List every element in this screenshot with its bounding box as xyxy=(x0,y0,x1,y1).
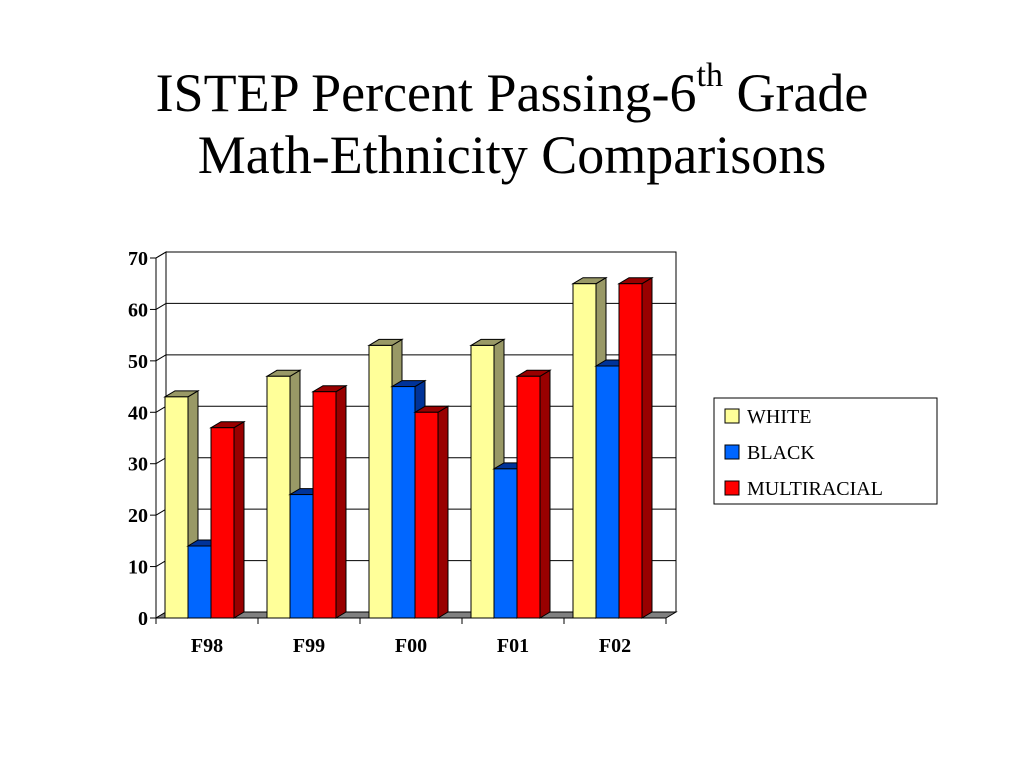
legend-swatch xyxy=(724,480,740,496)
bar-multiracial xyxy=(209,420,246,619)
bar-front-face xyxy=(289,494,314,619)
legend-label: MULTIRACIAL xyxy=(747,478,883,500)
chart-title-line-1: ISTEP Percent Passing-6th Grade xyxy=(0,59,1024,124)
y-tick-label: 60 xyxy=(128,299,148,321)
bar-front-face xyxy=(164,396,189,619)
chart-title: ISTEP Percent Passing-6th Grade Math-Eth… xyxy=(0,59,1024,186)
bar-front-face xyxy=(266,375,291,619)
bar-front-face xyxy=(391,386,416,619)
legend: WHITE BLACK MULTIRACIAL xyxy=(713,397,938,505)
bar-front-face xyxy=(595,365,620,619)
x-tick-label: F00 xyxy=(395,635,427,657)
title-main-text: ISTEP Percent Passing-6 xyxy=(155,63,697,123)
gridline-side xyxy=(155,560,167,568)
y-tick-label: 30 xyxy=(128,454,148,476)
title-grade-text: Grade xyxy=(722,63,869,123)
bar-side-face xyxy=(335,384,347,619)
bar-front-face xyxy=(493,468,518,619)
y-tick-label: 10 xyxy=(128,557,148,579)
bar-multiracial xyxy=(515,369,552,619)
y-tick-label: 50 xyxy=(128,351,148,373)
bar-multiracial xyxy=(311,384,348,619)
legend-label: WHITE xyxy=(747,406,811,428)
bar-front-face xyxy=(368,344,393,619)
gridline-side xyxy=(155,354,167,362)
bar-front-face xyxy=(414,411,439,619)
y-tick-label: 0 xyxy=(138,608,148,630)
bar-side-face xyxy=(641,276,653,619)
bar-multiracial xyxy=(617,276,654,619)
y-tick-label: 40 xyxy=(128,402,148,424)
title-superscript: th xyxy=(696,57,723,94)
bar-front-face xyxy=(210,427,235,619)
x-tick-label: F99 xyxy=(293,635,325,657)
chart-title-line-2: Math-Ethnicity Comparisons xyxy=(197,125,827,185)
bar-side-face xyxy=(539,369,551,619)
legend-box xyxy=(713,397,938,505)
bar-front-face xyxy=(516,375,541,619)
bar-front-face xyxy=(312,391,337,619)
x-tick-label: F01 xyxy=(497,635,529,657)
legend-label: BLACK xyxy=(747,442,815,464)
x-tick-label: F98 xyxy=(191,635,223,657)
x-tick-label: F02 xyxy=(599,635,631,657)
bar-side-face xyxy=(233,420,245,619)
bar-multiracial xyxy=(413,405,450,619)
legend-swatch xyxy=(724,444,740,460)
legend-swatch xyxy=(724,408,740,424)
bar-front-face xyxy=(572,283,597,619)
bar-front-face xyxy=(470,344,495,619)
y-tick-label: 70 xyxy=(128,248,148,270)
gridline-side xyxy=(155,508,167,516)
gridline-side xyxy=(155,457,167,465)
y-tick-label: 20 xyxy=(128,505,148,527)
bar-front-face xyxy=(187,545,212,619)
bar-front-face xyxy=(618,283,643,619)
gridline-side xyxy=(155,302,167,310)
gridline-side xyxy=(155,251,167,259)
gridline-side xyxy=(155,405,167,413)
bar-side-face xyxy=(437,405,449,619)
